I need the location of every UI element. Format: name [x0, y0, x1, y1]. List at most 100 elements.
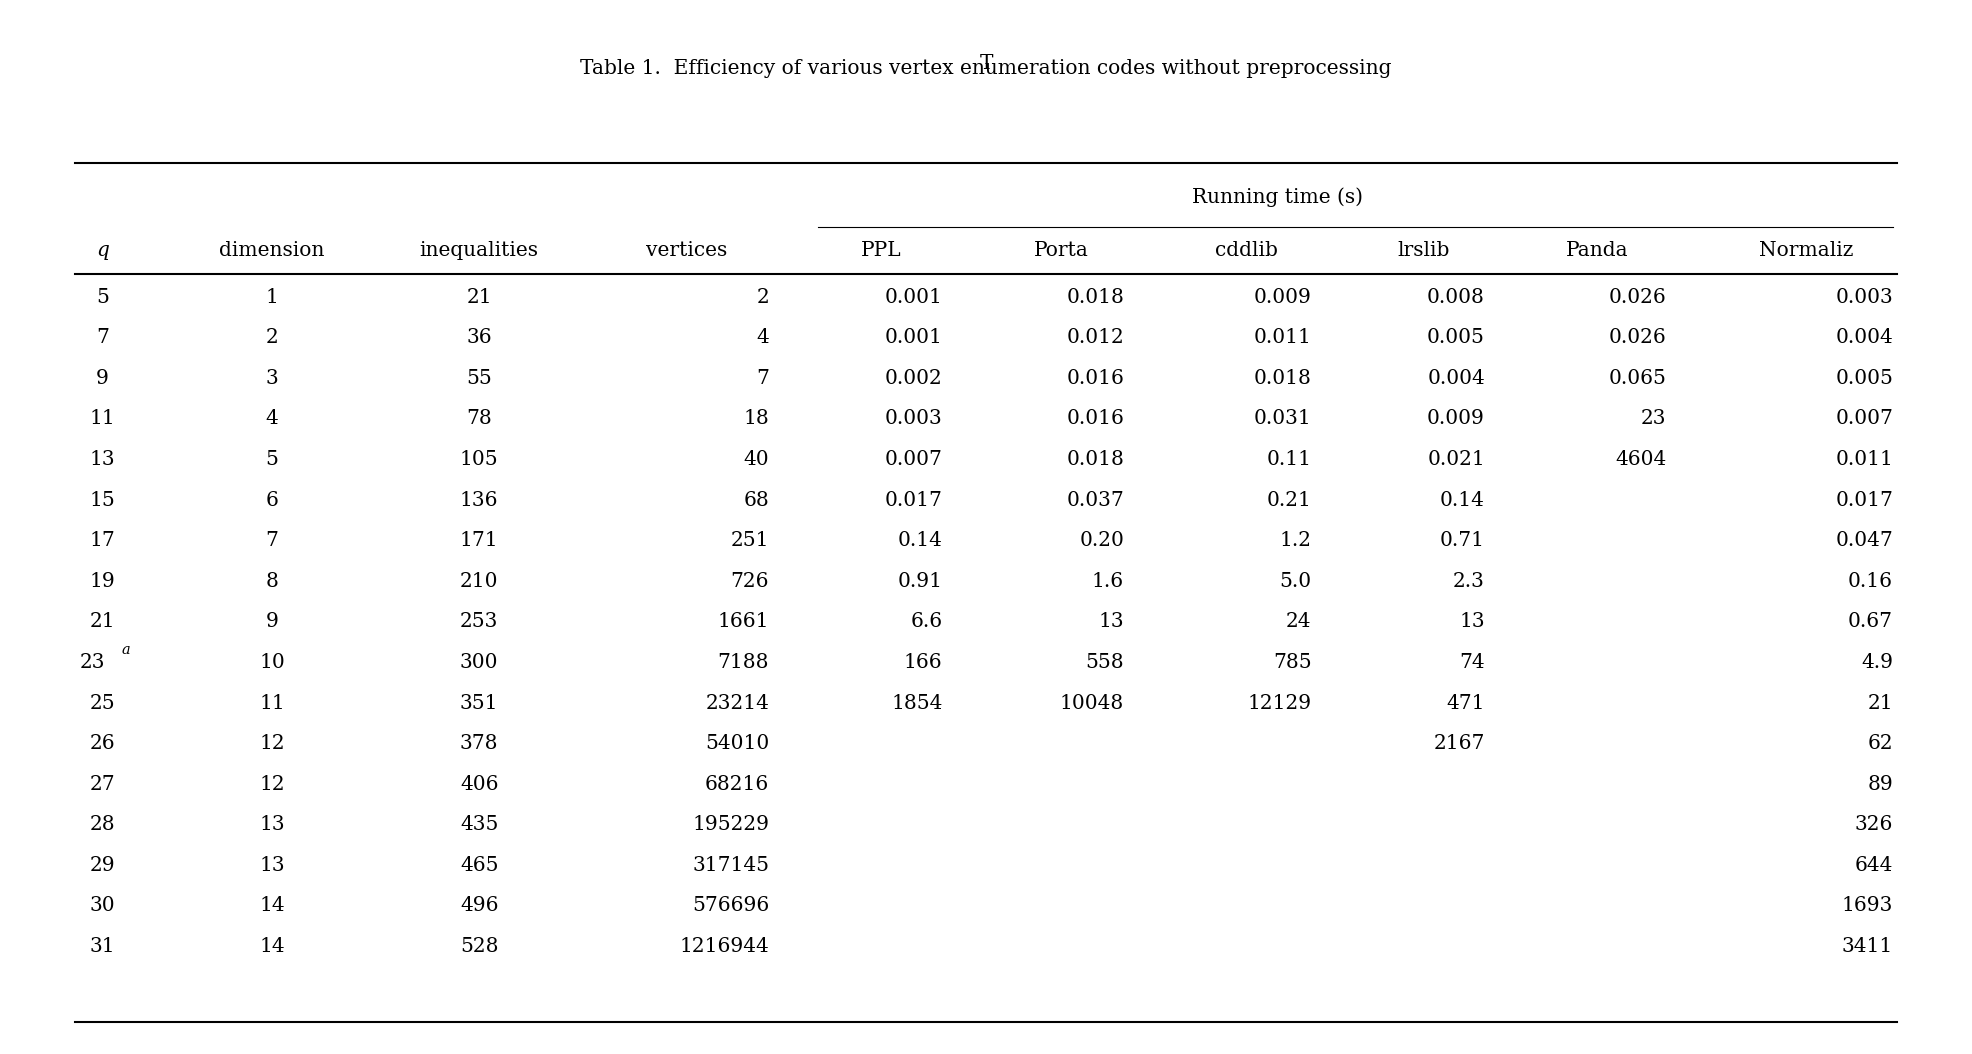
- Text: 30: 30: [91, 896, 114, 916]
- Text: 4: 4: [266, 409, 278, 429]
- Text: 0.017: 0.017: [1836, 490, 1893, 510]
- Text: 300: 300: [459, 652, 499, 672]
- Text: 89: 89: [1867, 775, 1893, 794]
- Text: dimension: dimension: [219, 241, 325, 260]
- Text: 0.20: 0.20: [1079, 531, 1124, 550]
- Text: 1693: 1693: [1842, 896, 1893, 916]
- Text: 21: 21: [1867, 694, 1893, 713]
- Text: 12129: 12129: [1246, 694, 1311, 713]
- Text: 24: 24: [1286, 612, 1311, 631]
- Text: 55: 55: [465, 369, 493, 388]
- Text: 6.6: 6.6: [911, 612, 943, 631]
- Text: 726: 726: [730, 571, 769, 591]
- Text: 0.018: 0.018: [1067, 288, 1124, 307]
- Text: 27: 27: [91, 775, 114, 794]
- Text: 1: 1: [266, 288, 278, 307]
- Text: 378: 378: [459, 734, 499, 754]
- Text: 0.017: 0.017: [885, 490, 943, 510]
- Text: 62: 62: [1867, 734, 1893, 754]
- Text: 21: 21: [91, 612, 114, 631]
- Text: 0.002: 0.002: [885, 369, 943, 388]
- Text: 12: 12: [260, 734, 284, 754]
- Text: 1.2: 1.2: [1280, 531, 1311, 550]
- Text: 0.009: 0.009: [1428, 409, 1485, 429]
- Text: 7: 7: [266, 531, 278, 550]
- Text: 0.018: 0.018: [1254, 369, 1311, 388]
- Text: 40: 40: [743, 450, 769, 469]
- Text: 326: 326: [1856, 815, 1893, 835]
- Text: 166: 166: [903, 652, 943, 672]
- Text: 10048: 10048: [1059, 694, 1124, 713]
- Text: 0.012: 0.012: [1067, 328, 1124, 348]
- Text: 0.004: 0.004: [1836, 328, 1893, 348]
- Text: 351: 351: [459, 694, 499, 713]
- Text: 68: 68: [743, 490, 769, 510]
- Text: a: a: [122, 643, 130, 657]
- Text: 7: 7: [97, 328, 108, 348]
- Text: 0.14: 0.14: [1440, 490, 1485, 510]
- Text: 14: 14: [260, 896, 284, 916]
- Text: 0.011: 0.011: [1254, 328, 1311, 348]
- Text: Panda: Panda: [1566, 241, 1629, 260]
- Text: 317145: 317145: [692, 856, 769, 875]
- Text: 0.007: 0.007: [885, 450, 943, 469]
- Text: 1661: 1661: [718, 612, 769, 631]
- Text: 1216944: 1216944: [678, 937, 769, 956]
- Text: Normaliz: Normaliz: [1759, 241, 1854, 260]
- Text: 0.003: 0.003: [885, 409, 943, 429]
- Text: 18: 18: [743, 409, 769, 429]
- Text: 105: 105: [459, 450, 499, 469]
- Text: 23214: 23214: [706, 694, 769, 713]
- Text: 0.14: 0.14: [897, 531, 943, 550]
- Text: 0.001: 0.001: [885, 328, 943, 348]
- Text: 23: 23: [1641, 409, 1666, 429]
- Text: 10: 10: [258, 652, 286, 672]
- Text: 0.001: 0.001: [885, 288, 943, 307]
- Text: 210: 210: [459, 571, 499, 591]
- Text: 644: 644: [1856, 856, 1893, 875]
- Text: 2.3: 2.3: [1453, 571, 1485, 591]
- Text: 0.005: 0.005: [1836, 369, 1893, 388]
- Text: 9: 9: [97, 369, 108, 388]
- Text: 0.008: 0.008: [1428, 288, 1485, 307]
- Text: 0.018: 0.018: [1067, 450, 1124, 469]
- Text: 5: 5: [97, 288, 108, 307]
- Text: 4: 4: [757, 328, 769, 348]
- Text: 21: 21: [467, 288, 491, 307]
- Text: 7: 7: [755, 369, 769, 388]
- Text: 54010: 54010: [704, 734, 769, 754]
- Text: 13: 13: [1459, 612, 1485, 631]
- Text: 253: 253: [459, 612, 499, 631]
- Text: 68216: 68216: [704, 775, 769, 794]
- Text: 0.026: 0.026: [1609, 328, 1666, 348]
- Text: 0.047: 0.047: [1836, 531, 1893, 550]
- Text: 14: 14: [260, 937, 284, 956]
- Text: 0.007: 0.007: [1836, 409, 1893, 429]
- Text: q: q: [97, 241, 108, 260]
- Text: 78: 78: [465, 409, 493, 429]
- Text: 11: 11: [89, 409, 116, 429]
- Text: 0.005: 0.005: [1428, 328, 1485, 348]
- Text: 31: 31: [91, 937, 114, 956]
- Text: 12: 12: [260, 775, 284, 794]
- Text: 25: 25: [91, 694, 114, 713]
- Text: 28: 28: [91, 815, 114, 835]
- Text: 528: 528: [459, 937, 499, 956]
- Text: 0.037: 0.037: [1067, 490, 1124, 510]
- Text: 3: 3: [266, 369, 278, 388]
- Text: 0.16: 0.16: [1848, 571, 1893, 591]
- Text: 406: 406: [459, 775, 499, 794]
- Text: 0.21: 0.21: [1266, 490, 1311, 510]
- Text: 0.065: 0.065: [1609, 369, 1666, 388]
- Text: 2: 2: [266, 328, 278, 348]
- Text: 36: 36: [467, 328, 491, 348]
- Text: 0.016: 0.016: [1067, 369, 1124, 388]
- Text: 1.6: 1.6: [1092, 571, 1124, 591]
- Text: 29: 29: [91, 856, 114, 875]
- Text: 13: 13: [1098, 612, 1124, 631]
- Text: 7188: 7188: [718, 652, 769, 672]
- Text: 2: 2: [757, 288, 769, 307]
- Text: 0.009: 0.009: [1254, 288, 1311, 307]
- Text: Porta: Porta: [1033, 241, 1089, 260]
- Text: 0.11: 0.11: [1266, 450, 1311, 469]
